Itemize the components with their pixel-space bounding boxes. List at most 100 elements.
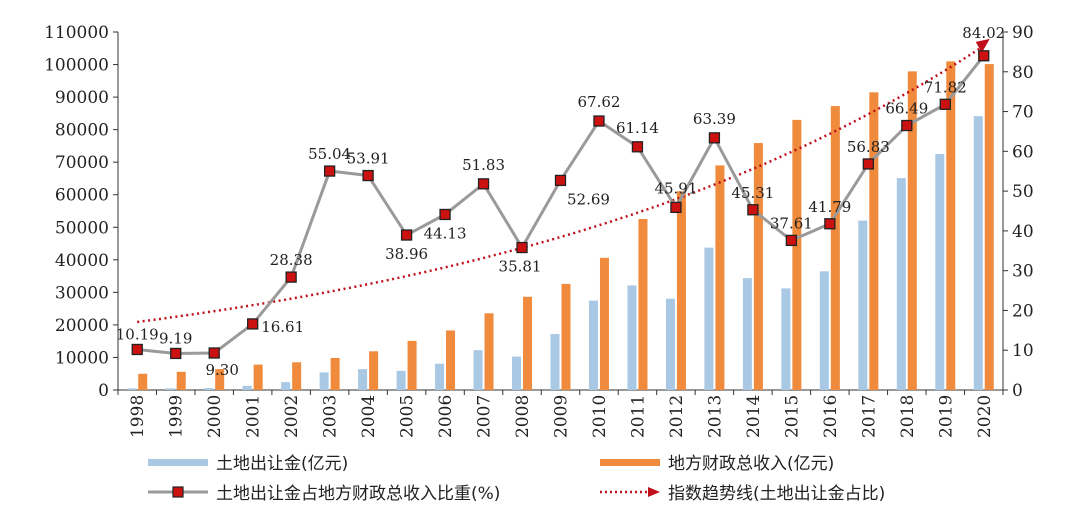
bar-land-1999 (165, 388, 175, 390)
ratio-point-2007 (477, 178, 490, 190)
ratio-point-2014 (747, 204, 759, 216)
ratio-point-2005 (400, 229, 413, 241)
legend-swatch-land (148, 458, 208, 466)
x-tick-label-2019: 2019 (936, 395, 956, 438)
legend-swatch-trend (600, 486, 660, 497)
x-tick-label-2007: 2007 (475, 395, 495, 438)
ratio-label-2005: 38.96 (385, 245, 428, 263)
left-tick-label: 0 (98, 381, 109, 401)
right-tick-label: 90 (1012, 23, 1034, 43)
ratio-label-2019: 71.82 (924, 78, 967, 96)
ratio-point-2004 (362, 169, 374, 182)
left-tick-label: 50000 (55, 218, 109, 238)
x-tick-label-2001: 2001 (244, 395, 264, 438)
ratio-point-2018 (901, 119, 913, 132)
ratio-label-2004: 53.91 (347, 150, 390, 168)
x-tick-label-2004: 2004 (359, 395, 379, 438)
ratio-point-2012 (670, 201, 682, 214)
bar-fiscal-2007 (484, 313, 494, 390)
bar-land-2010 (588, 300, 598, 390)
bar-land-2002 (281, 382, 291, 390)
bar-fiscal-2010 (599, 257, 609, 390)
bar-fiscal-2006 (446, 330, 456, 390)
ratio-point-2010 (593, 115, 605, 127)
trend-arrowhead (975, 38, 990, 53)
bar-fiscal-2011 (638, 218, 648, 390)
bar-land-2001 (242, 385, 252, 390)
bar-fiscal-2003 (330, 357, 340, 390)
x-tick-label-1999: 1999 (167, 395, 187, 438)
bar-fiscal-2005 (407, 340, 417, 390)
bar-land-1998 (127, 388, 137, 390)
ratio-label-2008: 35.81 (499, 258, 542, 276)
left-tick-label: 80000 (55, 121, 109, 141)
bar-land-2000 (204, 388, 214, 390)
ratio-label-2010: 67.62 (578, 93, 621, 111)
x-tick-label-2000: 2000 (205, 395, 225, 438)
bar-fiscal-2001 (253, 364, 263, 390)
legend-label-trend: 指数趋势线(土地出让金占比) (668, 484, 886, 504)
ratio-point-2009 (554, 174, 567, 187)
legend-swatch-ratio (148, 485, 208, 498)
bar-fiscal-2018 (907, 71, 917, 391)
bar-land-2003 (319, 372, 329, 390)
right-tick-label: 40 (1012, 222, 1034, 242)
bar-land-2005 (396, 370, 406, 390)
left-tick-label: 10000 (55, 348, 109, 368)
ratio-point-2017 (862, 158, 874, 170)
legend-item-trend: 指数趋势线(土地出让金占比) (600, 479, 885, 504)
ratio-point-2015 (785, 234, 798, 247)
ratio-label-2014: 45.31 (731, 184, 774, 202)
bar-land-2017 (858, 220, 868, 390)
x-tick-label-2014: 2014 (744, 395, 764, 438)
ratio-label-2013: 63.39 (693, 110, 736, 128)
bar-land-2009 (550, 334, 560, 390)
ratio-label-2003: 55.04 (308, 145, 351, 163)
x-tick-label-2008: 2008 (513, 395, 533, 438)
ratio-point-2001 (247, 318, 259, 330)
left-tick-label: 30000 (55, 283, 109, 303)
legend-label-fiscal: 地方财政总收入(亿元) (668, 454, 835, 474)
bar-fiscal-2004 (369, 351, 379, 390)
bar-fiscal-2015 (792, 119, 802, 391)
right-tick-label: 70 (1012, 103, 1034, 123)
x-tick-label-2017: 2017 (859, 395, 879, 438)
x-tick-label-1998: 1998 (128, 395, 148, 438)
bar-fiscal-2009 (561, 283, 571, 390)
bar-fiscal-2008 (523, 296, 533, 390)
ratio-label-1998: 10.19 (116, 325, 159, 343)
bar-fiscal-2016 (830, 106, 840, 390)
left-tick-label: 20000 (55, 316, 109, 336)
bar-land-2011 (627, 285, 637, 390)
bar-land-2012 (665, 298, 675, 390)
ratio-label-2011: 61.14 (616, 119, 659, 137)
legend-label-land: 土地出让金(亿元) (216, 454, 349, 474)
left-tick-label: 100000 (44, 56, 109, 76)
left-tick-label: 110000 (44, 23, 109, 43)
bar-land-2014 (742, 278, 752, 390)
bar-land-2015 (781, 288, 791, 390)
right-tick-label: 0 (1012, 381, 1023, 401)
ratio-label-2018: 66.49 (885, 100, 928, 118)
bar-land-2020 (973, 116, 983, 390)
left-tick-label: 40000 (55, 251, 109, 271)
x-tick-label-2013: 2013 (705, 395, 725, 438)
bar-fiscal-2013 (715, 165, 725, 390)
ratio-label-2016: 41.79 (808, 198, 851, 216)
bar-land-2006 (435, 363, 445, 390)
right-tick-label: 60 (1012, 142, 1034, 162)
ratio-label-2001: 16.61 (261, 318, 304, 336)
x-tick-label-2002: 2002 (282, 395, 302, 438)
ratio-label-2020: 84.02 (962, 24, 1005, 42)
ratio-point-2006 (439, 208, 451, 221)
right-tick-label: 50 (1012, 182, 1034, 202)
x-tick-label-2006: 2006 (436, 395, 456, 438)
ratio-label-2006: 44.13 (424, 224, 467, 242)
x-tick-label-2011: 2011 (628, 395, 648, 438)
ratio-point-2003 (323, 165, 336, 177)
ratio-label-2007: 51.83 (462, 156, 505, 174)
ratio-label-1999: 9.19 (159, 329, 192, 347)
ratio-label-2000: 9.30 (205, 361, 238, 379)
x-tick-label-2003: 2003 (321, 395, 341, 438)
ratio-label-2009: 52.69 (567, 190, 610, 208)
